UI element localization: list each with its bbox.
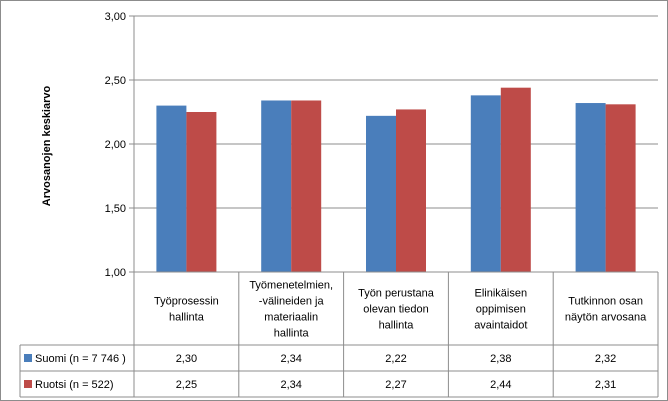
category-label-line: Työn perustana [358, 288, 435, 300]
legend-label-ruotsi: Ruotsi (n = 522) [35, 379, 114, 391]
category-label: Työn perustana olevan tiedon hallinta [358, 288, 435, 332]
bar-ruotsi [605, 104, 636, 272]
bar-suomi [470, 95, 501, 272]
data-label: 2,34 [280, 379, 301, 391]
category-label-line: oppimisen [476, 304, 526, 316]
category-label-line: -välineiden ja [259, 296, 325, 308]
category-label-line: avaintaidot [474, 320, 527, 332]
bar-suomi [156, 105, 187, 272]
bar-suomi [366, 115, 396, 272]
category-label-line: hallinta [379, 320, 415, 332]
category-label-line: Tutkinnon osan [568, 296, 643, 308]
y-tick-label: 2,00 [105, 139, 126, 151]
category-label: Tutkinnon osan näytön arvosana [565, 296, 647, 324]
data-label: 2,27 [385, 379, 406, 391]
data-label: 2,25 [176, 379, 197, 391]
category-label-line: olevan tiedon [363, 304, 428, 316]
data-label: 2,32 [595, 353, 616, 365]
y-tick-label: 1,50 [105, 203, 126, 215]
category-label-line: näytön arvosana [565, 312, 647, 324]
data-label: 2,31 [595, 379, 616, 391]
data-label: 2,22 [385, 353, 406, 365]
category-label-line: Elinikäisen [475, 288, 528, 300]
category-label-line: hallinta [274, 328, 310, 340]
data-label: 2,44 [490, 379, 511, 391]
bar-ruotsi [291, 100, 322, 272]
data-label: 2,34 [280, 353, 301, 365]
category-label: Elinikäisen oppimisen avaintaidot [474, 288, 527, 332]
category-label: Työmenetelmien, -välineiden ja materiaalin… [249, 280, 333, 340]
y-tick-label: 2,50 [105, 75, 126, 87]
legend-swatch-suomi [24, 354, 32, 362]
category-label-line: Työprosessin [154, 296, 219, 308]
y-tick-label: 3,00 [105, 11, 126, 23]
legend-label-suomi: Suomi (n = 7 746 ) [35, 353, 126, 365]
category-label-line: hallinta [169, 312, 205, 324]
bar-ruotsi [396, 109, 426, 272]
legend-swatch-ruotsi [24, 380, 32, 388]
data-label: 2,38 [490, 353, 511, 365]
y-tick-label: 1,00 [105, 267, 126, 279]
category-label-line: materiaalin [264, 312, 318, 324]
bar-ruotsi [500, 87, 531, 273]
y-axis-label: Arvosanojen keskiarvo [41, 85, 53, 206]
category-label-line: Työmenetelmien, [249, 280, 333, 292]
bar-ruotsi [186, 112, 217, 272]
bar-suomi [575, 103, 606, 272]
bar-suomi [261, 100, 292, 272]
data-label: 2,30 [176, 353, 197, 365]
category-label: Työprosessin hallinta [154, 296, 219, 324]
